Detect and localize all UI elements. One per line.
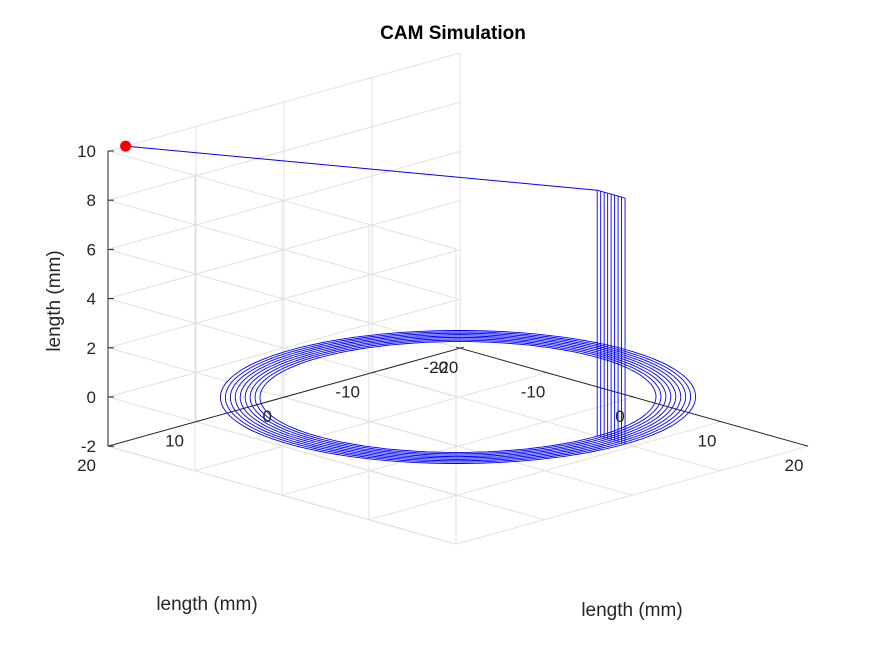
left-wall-grid-line [107,200,461,300]
x-tick-label: 10 [698,432,717,451]
back-wall-grid-line [107,150,457,250]
back-wall-grid-line [107,298,457,398]
toolpath-rapid-move [610,193,615,196]
back-wall-grid-line [107,396,457,496]
left-wall-grid-line [107,249,461,349]
toolpath-rapid-move [614,194,619,197]
toolpath-rapid-move [604,191,608,194]
toolpath-pass-circle [254,339,662,455]
toolpath-rapid-move [597,189,601,192]
y-tick-label: 0 [263,407,272,426]
toolpath-travel-line [125,145,598,191]
y-tick-mark [195,420,201,423]
x-tick-mark [455,346,461,349]
toolpath-rapid-move [617,195,622,198]
grid-layer [107,52,809,545]
y-tick-mark [459,346,465,349]
tool-position-marker [120,140,132,152]
toolpath-rapid-move [600,190,605,193]
x-axis-label: length (mm) [581,600,682,621]
z-axis-label: length (mm) [44,250,65,351]
toolpath-pass-circle [229,332,687,462]
z-tick-label: 8 [87,191,96,210]
y-tick-label: 10 [165,432,184,451]
toolpath-pass-circle [219,330,697,464]
z-tick-label: 6 [87,240,96,259]
y-tick-mark [283,395,289,398]
chart-title: CAM Simulation [380,23,526,44]
back-wall-grid-line [107,199,457,299]
back-wall-grid-line [107,347,457,447]
z-tick-label: 4 [87,290,96,309]
left-wall-grid-line [107,298,461,398]
y-tick-label: -10 [335,383,360,402]
x-tick-label: -20 [434,358,459,377]
toolpath-pass-circle [249,338,667,456]
x-tick-mark [716,420,722,423]
toolpath-rapid-move [621,196,626,199]
left-wall-grid-line [107,150,461,250]
left-wall-grid-line [107,52,461,152]
left-wall-grid-line [107,101,461,201]
x-tick-mark [542,371,548,374]
toolpath-pass-circle [244,336,672,458]
toolpath-pass-circle [234,334,682,460]
y-axis-label: length (mm) [156,594,257,615]
x-tick-label: 20 [785,456,804,475]
y-tick-label: 20 [77,456,96,475]
back-wall-grid-line [107,445,457,545]
y-tick-mark [371,371,377,374]
x-tick-label: 0 [615,407,624,426]
x-tick-label: -10 [521,383,546,402]
toolpath-pass-circle [239,335,677,459]
toolpath-pass-circle [224,331,692,463]
x-tick-mark [629,395,635,398]
toolpath-rapid-move [607,192,612,195]
toolpath-pass-circle [259,341,657,453]
z-tick-label: 2 [87,339,96,358]
back-wall-grid-line [107,248,457,348]
toolpath-layer [120,140,697,464]
y-tick-label: -20 [423,358,448,377]
z-tick-label: 10 [77,142,96,161]
z-tick-label: -2 [81,437,96,456]
x-tick-mark [803,444,809,447]
axes-layer [107,150,809,447]
z-tick-label: 0 [87,388,96,407]
